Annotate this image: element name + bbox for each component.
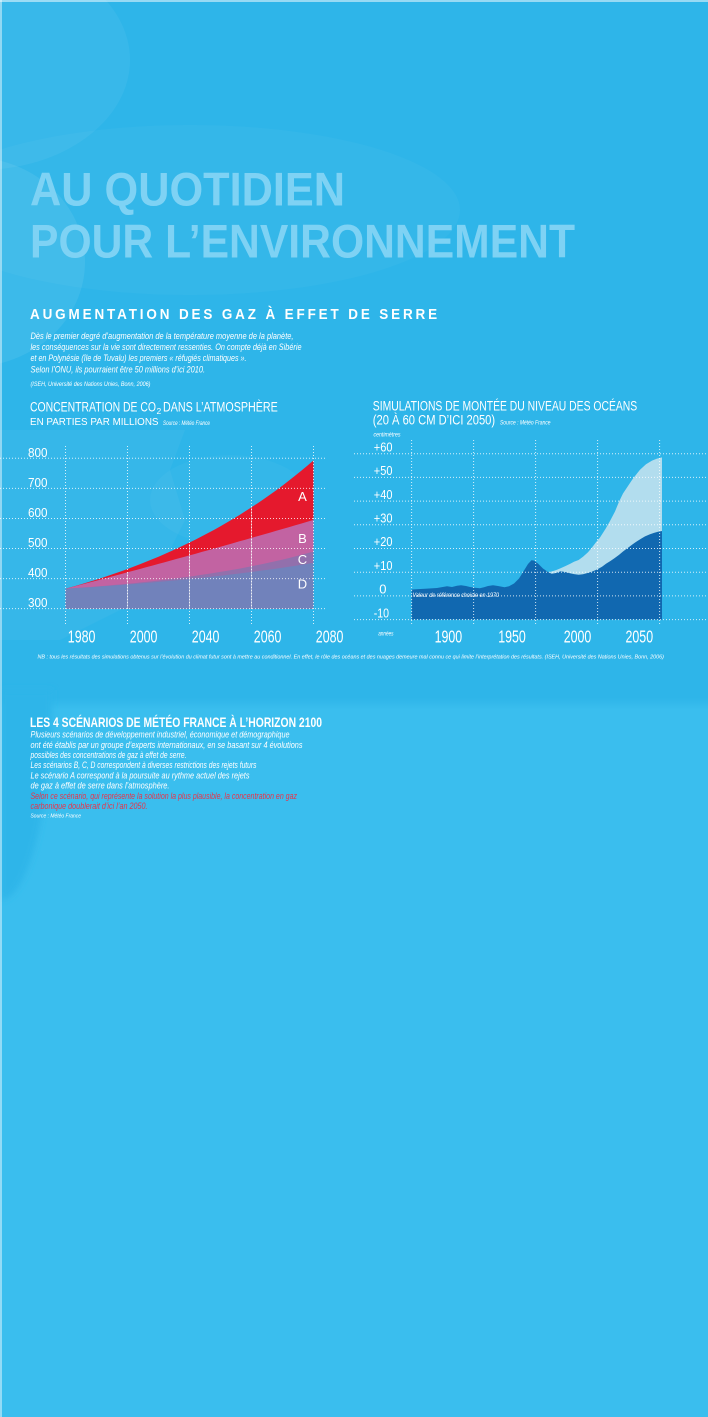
svg-text:Source : Météo France: Source : Météo France [500, 421, 551, 427]
svg-text:carbonique doublerait d’ici l’: carbonique doublerait d’ici l’an 2050. [31, 801, 148, 811]
svg-text:EN PARTIES PAR MILLIONS: EN PARTIES PAR MILLIONS [30, 417, 159, 428]
svg-text:C: C [298, 552, 307, 567]
svg-text:POUR L’ENVIRONNEMENT: POUR L’ENVIRONNEMENT [30, 215, 575, 268]
svg-text:années: années [378, 632, 393, 638]
svg-text:0: 0 [379, 582, 386, 597]
svg-text:de gaz à effet de serre dans l: de gaz à effet de serre dans l’atmosphèr… [31, 781, 170, 791]
svg-text:ont été établis par un groupe: ont été établis par un groupe d’experts … [31, 740, 303, 750]
svg-text:1900: 1900 [435, 627, 463, 647]
svg-text:1950: 1950 [498, 627, 526, 647]
svg-text:SIMULATIONS DE MONTÉE DU NIVEA: SIMULATIONS DE MONTÉE DU NIVEAU DES OCÉA… [373, 399, 637, 414]
svg-text:et en Polynésie (île de Tuvalu: et en Polynésie (île de Tuvalu) les prem… [31, 353, 247, 364]
svg-text:AUGMENTATION DES GAZ À EFFET D: AUGMENTATION DES GAZ À EFFET DE SERRE [30, 306, 440, 323]
svg-text:+60: +60 [374, 439, 393, 454]
svg-text:700: 700 [28, 475, 48, 490]
svg-text:2040: 2040 [192, 627, 220, 647]
svg-text:Les scénarios B, C, D correspo: Les scénarios B, C, D correspondent à di… [31, 760, 257, 770]
svg-text:800: 800 [28, 445, 48, 460]
svg-text:Selon l’ONU, ils pourraient êt: Selon l’ONU, ils pourraient être 50 mill… [31, 364, 206, 375]
svg-text:+50: +50 [374, 463, 393, 478]
svg-text:2000: 2000 [564, 627, 592, 647]
svg-text:2080: 2080 [316, 627, 344, 647]
svg-text:A: A [298, 489, 307, 504]
svg-text:2060: 2060 [254, 627, 282, 647]
svg-text:400: 400 [28, 565, 48, 580]
svg-text:Valeur de référence choisie en: Valeur de référence choisie en 1970 [413, 593, 500, 599]
svg-text:AU QUOTIDIEN: AU QUOTIDIEN [30, 163, 345, 216]
svg-text:+10: +10 [374, 558, 393, 573]
svg-text:Source : Météo France: Source : Météo France [163, 421, 211, 427]
svg-text:les conséquences sur la vie so: les conséquences sur la vie sont directe… [31, 342, 302, 353]
svg-text:+30: +30 [374, 511, 393, 526]
svg-text:DANS L’ATMOSPHÈRE: DANS L’ATMOSPHÈRE [163, 400, 278, 415]
svg-text:CONCENTRATION DE CO: CONCENTRATION DE CO [30, 400, 156, 415]
svg-text:Selon ce scénario, qui représe: Selon ce scénario, qui représente la sol… [31, 791, 298, 801]
svg-text:2050: 2050 [626, 627, 654, 647]
svg-text:(20 À 60 CM D’ICI 2050): (20 À 60 CM D’ICI 2050) [373, 413, 495, 428]
svg-text:D: D [298, 577, 307, 592]
svg-text:+20: +20 [374, 534, 393, 549]
svg-text:NB : tous les résultats des si: NB : tous les résultats des simulations … [38, 655, 665, 661]
svg-text:B: B [298, 531, 307, 546]
svg-text:centimètres: centimètres [374, 433, 401, 439]
svg-text:600: 600 [28, 505, 48, 520]
svg-text:300: 300 [28, 595, 48, 610]
svg-text:+40: +40 [374, 487, 393, 502]
svg-text:1980: 1980 [68, 627, 96, 647]
svg-text:Plusieurs scénarios de dévelop: Plusieurs scénarios de développement ind… [31, 730, 290, 740]
svg-text:possibles des concentrations d: possibles des concentrations de gaz à ef… [30, 750, 187, 760]
svg-text:Dès le premier degré d’augment: Dès le premier degré d’augmentation de l… [31, 331, 294, 342]
svg-text:(ISEH, Université des Nations: (ISEH, Université des Nations Unies, Bon… [31, 382, 151, 388]
svg-text:500: 500 [28, 535, 48, 550]
svg-text:2: 2 [157, 406, 162, 416]
svg-text:LES 4 SCÉNARIOS DE MÉTÉO FRANC: LES 4 SCÉNARIOS DE MÉTÉO FRANCE À L’HORI… [30, 714, 322, 730]
svg-text:Source : Météo France: Source : Météo France [31, 814, 82, 820]
svg-text:-10: -10 [374, 605, 389, 620]
svg-text:Le scénario A correspond à la: Le scénario A correspond à la poursuite … [31, 770, 250, 780]
svg-text:2000: 2000 [130, 627, 158, 647]
